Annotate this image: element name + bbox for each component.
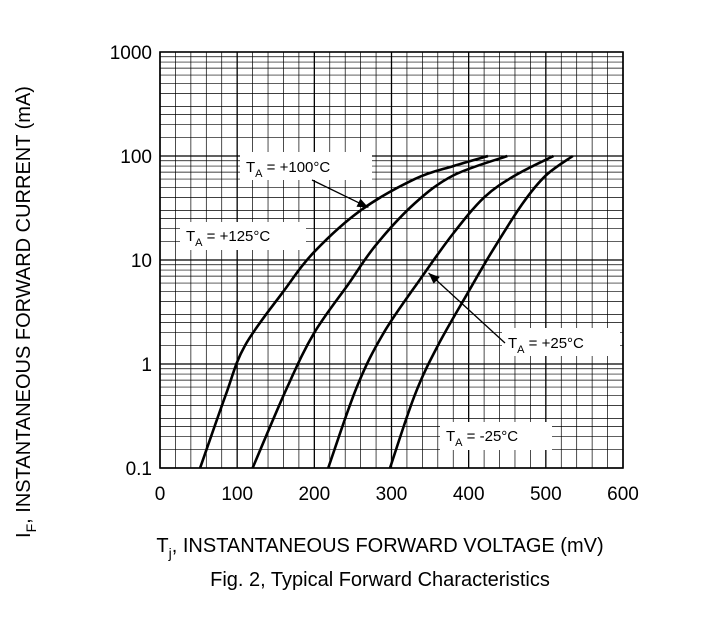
- y-tick-label: 1000: [110, 43, 152, 64]
- annotation-minus25c: TA = -25°C: [440, 422, 552, 450]
- arrow-100c-head: [356, 198, 369, 208]
- annotation-100c-label: TA = +100°C: [246, 159, 330, 180]
- x-tick-label: 500: [530, 484, 562, 505]
- x-tick-label: 200: [298, 484, 330, 505]
- series-line-100c: [251, 154, 508, 469]
- grid-lines: [159, 52, 624, 469]
- x-tick-label: 600: [607, 484, 639, 505]
- annotation-25c-label: TA = +25°C: [508, 335, 584, 356]
- series-line-25c: [388, 154, 574, 469]
- series-line-125c: [198, 154, 489, 469]
- y-tick-label: 100: [120, 147, 152, 168]
- annotation-25c: TA = +25°C: [502, 328, 620, 356]
- y-tick-label: 0.1: [126, 459, 152, 480]
- x-tick-label: 0: [155, 484, 166, 505]
- series-curves: [198, 154, 574, 469]
- annotation-100c: TA = +100°C: [240, 152, 372, 180]
- annotation-arrows: [311, 179, 506, 344]
- y-axis-title: IF, INSTANTANEOUS FORWARD CURRENT (mA): [13, 86, 39, 538]
- series-line-25c: [326, 154, 555, 469]
- x-tick-labels: 0 100 200 300 400 500 600: [155, 484, 639, 505]
- annotation-125c-label: TA = +125°C: [186, 228, 270, 249]
- y-tick-label: 10: [131, 251, 152, 272]
- y-tick-label: 1: [141, 355, 152, 376]
- x-tick-label: 400: [453, 484, 485, 505]
- plot-frame: [159, 51, 624, 469]
- arrow-25c: [428, 272, 506, 344]
- y-tick-labels: 0.1 1 10 100 1000: [110, 43, 152, 480]
- x-axis-title: Tj, INSTANTANEOUS FORWARD VOLTAGE (mV): [156, 535, 603, 561]
- x-tick-label: 100: [221, 484, 253, 505]
- figure-caption: Fig. 2, Typical Forward Characteristics: [210, 569, 550, 591]
- x-tick-label: 300: [376, 484, 408, 505]
- annotation-125c: TA = +125°C: [180, 222, 306, 250]
- annotation-minus25c-label: TA = -25°C: [446, 428, 518, 449]
- arrow-25c-head: [428, 272, 440, 284]
